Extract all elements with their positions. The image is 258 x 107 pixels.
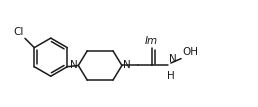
Text: Cl: Cl bbox=[13, 27, 23, 37]
Text: N: N bbox=[169, 54, 176, 65]
Text: N: N bbox=[123, 60, 131, 71]
Text: H: H bbox=[167, 71, 174, 81]
Text: N: N bbox=[70, 60, 77, 71]
Text: Im: Im bbox=[145, 36, 158, 46]
Text: OH: OH bbox=[182, 47, 198, 57]
